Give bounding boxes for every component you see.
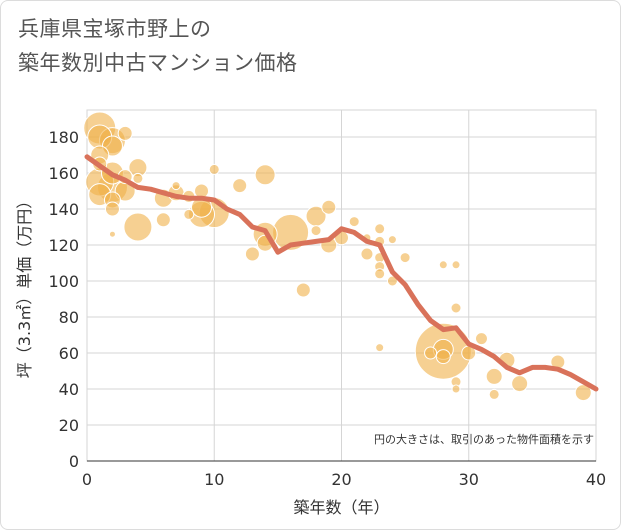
bubble-point bbox=[438, 260, 448, 270]
y-axis-label: 坪（3.3㎡）単価（万円） bbox=[15, 193, 34, 378]
y-tick-label: 160 bbox=[48, 164, 79, 183]
bubble-point bbox=[386, 275, 398, 287]
bubble-point bbox=[450, 302, 462, 314]
x-tick-label: 30 bbox=[459, 470, 479, 489]
y-tick-label: 20 bbox=[59, 416, 79, 435]
grid bbox=[86, 109, 597, 462]
bubble-point bbox=[132, 172, 144, 184]
bubble-point bbox=[451, 384, 461, 394]
bubble-point bbox=[374, 268, 386, 280]
bubble-point bbox=[374, 223, 386, 235]
title-line-2: 築年数別中古マンション価格 bbox=[18, 51, 298, 75]
y-tick-label: 180 bbox=[48, 128, 79, 147]
x-axis-label: 築年数（年） bbox=[293, 498, 389, 517]
bubble-point bbox=[387, 235, 397, 245]
bubble-point bbox=[348, 216, 360, 228]
bubble-point bbox=[155, 212, 171, 228]
bubble-point bbox=[424, 346, 438, 360]
y-ticks: 0 20 40 60 80 100 120 140 160 180 bbox=[48, 128, 79, 471]
bubble-point bbox=[375, 343, 385, 353]
bubble-point bbox=[451, 260, 461, 270]
bubble-point bbox=[104, 201, 120, 217]
x-tick-label: 0 bbox=[82, 470, 92, 489]
chart-title: 兵庫県宝塚市野上の 築年数別中古マンション価格 bbox=[18, 12, 298, 80]
bubble-point bbox=[108, 230, 116, 238]
y-tick-label: 80 bbox=[59, 308, 79, 327]
title-line-1: 兵庫県宝塚市野上の bbox=[18, 17, 212, 41]
y-tick-label: 60 bbox=[59, 344, 79, 363]
bubble-point bbox=[399, 252, 411, 264]
y-tick-label: 120 bbox=[48, 236, 79, 255]
bubble-point bbox=[208, 163, 220, 175]
bubbles bbox=[83, 111, 592, 402]
bubble-point bbox=[474, 332, 488, 346]
bubble-point bbox=[310, 225, 322, 237]
bubble-point bbox=[183, 208, 195, 220]
bubble-point bbox=[511, 375, 529, 393]
bubble-point bbox=[435, 349, 451, 365]
bubble-size-note: 円の大きさは、取引のあった物件面積を示す bbox=[374, 432, 594, 446]
x-ticks: 0 10 20 30 40 bbox=[82, 470, 606, 489]
bubble-point bbox=[171, 181, 181, 191]
y-tick-label: 100 bbox=[48, 272, 79, 291]
bubble-point bbox=[485, 367, 503, 385]
x-tick-label: 10 bbox=[204, 470, 224, 489]
bubble-point bbox=[321, 199, 337, 215]
bubble-point bbox=[360, 247, 374, 261]
bubble-point bbox=[295, 282, 311, 298]
y-tick-label: 40 bbox=[59, 380, 79, 399]
bubble-point bbox=[232, 178, 248, 194]
x-tick-label: 20 bbox=[331, 470, 351, 489]
bubble-point bbox=[123, 212, 153, 242]
bubble-point bbox=[254, 164, 276, 186]
x-tick-label: 40 bbox=[586, 470, 606, 489]
y-tick-label: 140 bbox=[48, 200, 79, 219]
trend-line bbox=[84, 154, 599, 392]
bubble-point bbox=[117, 125, 133, 141]
y-tick-label: 0 bbox=[69, 452, 79, 471]
bubble-point bbox=[488, 388, 500, 400]
bubble-point bbox=[244, 246, 260, 262]
